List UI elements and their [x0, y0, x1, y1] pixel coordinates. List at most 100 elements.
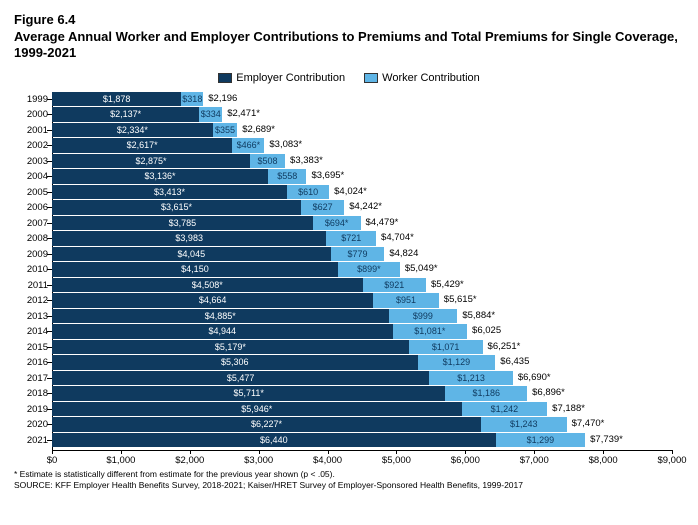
total-label: $7,470* [567, 417, 605, 432]
bar-employer: $4,150 [52, 262, 338, 277]
bar-employer: $4,885* [52, 309, 389, 324]
bar-worker: $1,129 [418, 355, 496, 370]
bar-employer: $6,227* [52, 417, 481, 432]
year-label: 2014 [18, 326, 48, 337]
bar-worker: $1,299 [496, 433, 585, 448]
bar-worker: $1,213 [429, 371, 513, 386]
bar-worker: $951 [373, 293, 439, 308]
bar-employer: $2,617* [52, 138, 232, 153]
x-tick-label: $7,000 [520, 455, 549, 466]
bar-row: 2010$4,150$899*$5,049* [52, 262, 672, 277]
bar-employer: $3,413* [52, 185, 287, 200]
bar-row: 2000$2,137*$334$2,471* [52, 107, 672, 122]
bar-worker: $1,243 [481, 417, 567, 432]
year-label: 2011 [18, 280, 48, 291]
bar-worker: $1,071 [409, 340, 483, 355]
x-tick-label: $3,000 [244, 455, 273, 466]
bar-worker: $721 [326, 231, 376, 246]
bar-employer: $4,045 [52, 247, 331, 262]
bar-worker: $1,081* [393, 324, 467, 339]
bar-employer: $5,946* [52, 402, 462, 417]
total-label: $3,083* [264, 138, 302, 153]
x-tick-label: $8,000 [589, 455, 618, 466]
bar-worker: $694* [313, 216, 361, 231]
bar-employer: $4,664 [52, 293, 373, 308]
bar-employer: $2,137* [52, 107, 199, 122]
total-label: $6,435 [495, 355, 529, 370]
total-label: $5,884* [457, 309, 495, 324]
x-tick-label: $0 [47, 455, 58, 466]
x-tick [465, 450, 466, 454]
bar-row: 1999$1,878$318$2,196 [52, 92, 672, 107]
bar-employer: $3,983 [52, 231, 326, 246]
bar-employer: $2,334* [52, 123, 213, 138]
legend-label-employer: Employer Contribution [236, 72, 345, 84]
total-label: $5,429* [426, 278, 464, 293]
year-label: 2006 [18, 202, 48, 213]
x-tick [121, 450, 122, 454]
bar-employer: $5,711* [52, 386, 445, 401]
bar-worker: $318 [181, 92, 203, 107]
bar-worker: $1,242 [462, 402, 548, 417]
year-label: 2010 [18, 264, 48, 275]
bar-employer: $5,179* [52, 340, 409, 355]
bar-employer: $2,875* [52, 154, 250, 169]
x-tick-label: $9,000 [657, 455, 686, 466]
total-label: $2,196 [203, 92, 237, 107]
bar-worker: $334 [199, 107, 222, 122]
bar-row: 2014$4,944$1,081*$6,025 [52, 324, 672, 339]
x-tick-label: $1,000 [106, 455, 135, 466]
year-label: 2015 [18, 342, 48, 353]
footnote-significance: * Estimate is statistically different fr… [14, 469, 684, 480]
bar-worker: $466* [232, 138, 264, 153]
x-tick [259, 450, 260, 454]
bar-row: 2007$3,785$694*$4,479* [52, 216, 672, 231]
bar-employer: $5,306 [52, 355, 418, 370]
bar-employer: $3,785 [52, 216, 313, 231]
x-tick [672, 450, 673, 454]
bar-employer: $3,136* [52, 169, 268, 184]
bar-row: 2018$5,711*$1,186$6,896* [52, 386, 672, 401]
bar-employer: $4,944 [52, 324, 393, 339]
year-label: 2018 [18, 388, 48, 399]
x-tick [328, 450, 329, 454]
bar-row: 2008$3,983$721$4,704* [52, 231, 672, 246]
total-label: $6,251* [483, 340, 521, 355]
total-label: $6,025 [467, 324, 501, 339]
year-label: 2009 [18, 249, 48, 260]
year-label: 2008 [18, 233, 48, 244]
bar-worker: $899* [338, 262, 400, 277]
bar-row: 2016$5,306$1,129$6,435 [52, 355, 672, 370]
bar-worker: $1,186 [445, 386, 527, 401]
total-label: $5,049* [400, 262, 438, 277]
total-label: $2,689* [237, 123, 275, 138]
year-label: 2005 [18, 187, 48, 198]
x-tick [396, 450, 397, 454]
bar-row: 2002$2,617*$466*$3,083* [52, 138, 672, 153]
legend-item-employer: Employer Contribution [218, 72, 345, 84]
legend-item-worker: Worker Contribution [364, 72, 480, 84]
bar-row: 2020$6,227*$1,243$7,470* [52, 417, 672, 432]
total-label: $4,704* [376, 231, 414, 246]
bar-row: 2006$3,615*$627$4,242* [52, 200, 672, 215]
bar-worker: $627 [301, 200, 344, 215]
bar-row: 2003$2,875*$508$3,383* [52, 154, 672, 169]
bar-row: 2009$4,045$779$4,824 [52, 247, 672, 262]
x-tick [190, 450, 191, 454]
legend: Employer Contribution Worker Contributio… [14, 72, 684, 84]
total-label: $4,479* [361, 216, 399, 231]
x-tick-label: $5,000 [382, 455, 411, 466]
x-tick-label: $2,000 [175, 455, 204, 466]
total-label: $2,471* [222, 107, 260, 122]
figure-label: Figure 6.4 [14, 12, 684, 27]
total-label: $6,896* [527, 386, 565, 401]
bar-worker: $610 [287, 185, 329, 200]
year-label: 2016 [18, 357, 48, 368]
legend-label-worker: Worker Contribution [382, 72, 480, 84]
bar-worker: $779 [331, 247, 385, 262]
year-label: 2021 [18, 435, 48, 446]
year-label: 2013 [18, 311, 48, 322]
bar-employer: $6,440 [52, 433, 496, 448]
figure-container: Figure 6.4 Average Annual Worker and Emp… [0, 0, 698, 499]
year-label: 2002 [18, 140, 48, 151]
